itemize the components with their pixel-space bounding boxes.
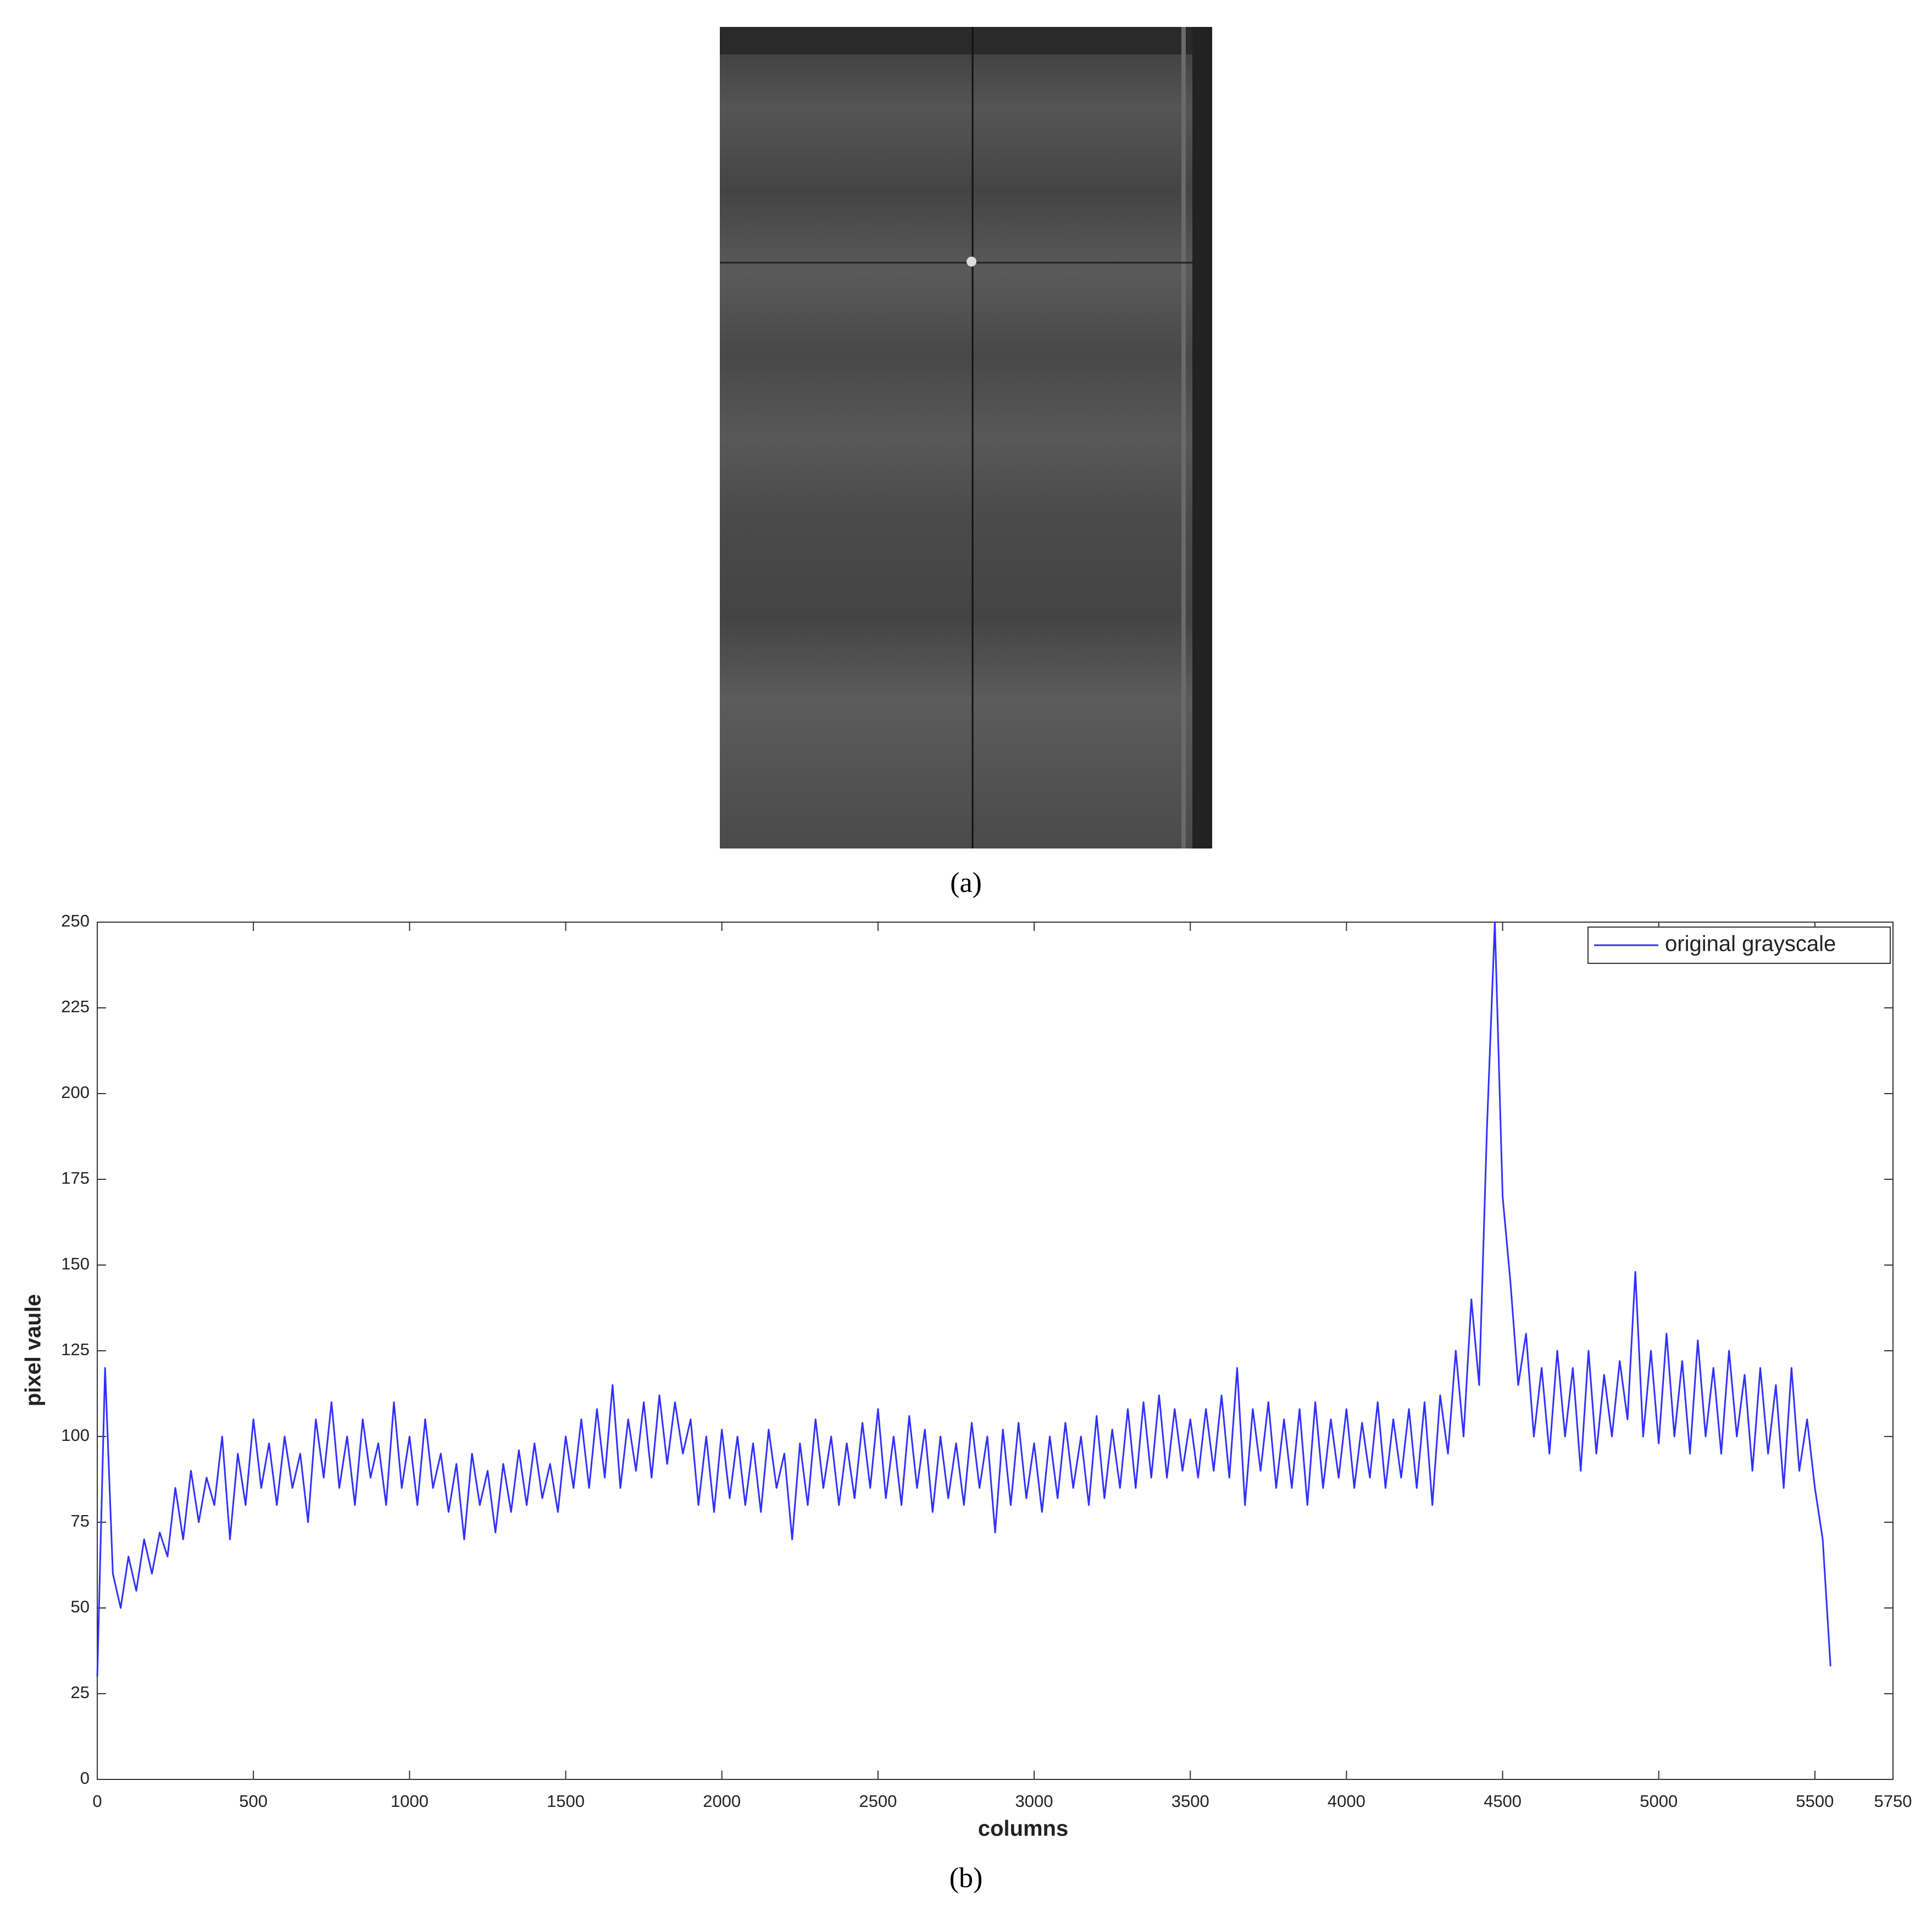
data-line	[96, 921, 1831, 1677]
y-tick-label: 175	[61, 1168, 90, 1188]
y-tick-label: 125	[61, 1340, 90, 1359]
x-tick-label: 3000	[1015, 1792, 1053, 1811]
x-tick-label: 2000	[703, 1792, 741, 1811]
y-tick-label: 200	[61, 1083, 90, 1102]
cell-image	[720, 27, 1212, 848]
x-axis-label: columns	[978, 1817, 1068, 1841]
y-tick-label: 250	[61, 911, 90, 930]
y-tick-label: 50	[71, 1597, 90, 1616]
x-tick-label: 4000	[1328, 1792, 1365, 1811]
legend-label: original grayscale	[1665, 932, 1836, 956]
plot-box	[97, 922, 1894, 1780]
x-tick-label: 1500	[547, 1792, 585, 1811]
y-tick-label: 75	[71, 1511, 90, 1530]
x-tick-label: 5000	[1640, 1792, 1678, 1811]
x-tick-label: 1000	[391, 1792, 429, 1811]
x-tick-label: 5500	[1796, 1792, 1834, 1811]
y-axis-label: pixel vaule	[21, 1294, 46, 1407]
x-tick-label: 3500	[1172, 1792, 1209, 1811]
x-tick-label: 5750	[1874, 1792, 1912, 1811]
y-tick-label: 150	[61, 1254, 90, 1273]
y-tick-label: 0	[80, 1768, 90, 1788]
x-tick-label: 2500	[859, 1792, 897, 1811]
x-tick-label: 500	[239, 1792, 268, 1811]
y-tick-label: 25	[71, 1683, 90, 1702]
caption-a: (a)	[950, 867, 982, 899]
y-tick-label: 225	[61, 997, 90, 1016]
x-tick-label: 4500	[1484, 1792, 1522, 1811]
y-tick-label: 100	[61, 1426, 90, 1445]
x-tick-label: 0	[92, 1792, 102, 1811]
caption-b: (b)	[950, 1862, 983, 1894]
